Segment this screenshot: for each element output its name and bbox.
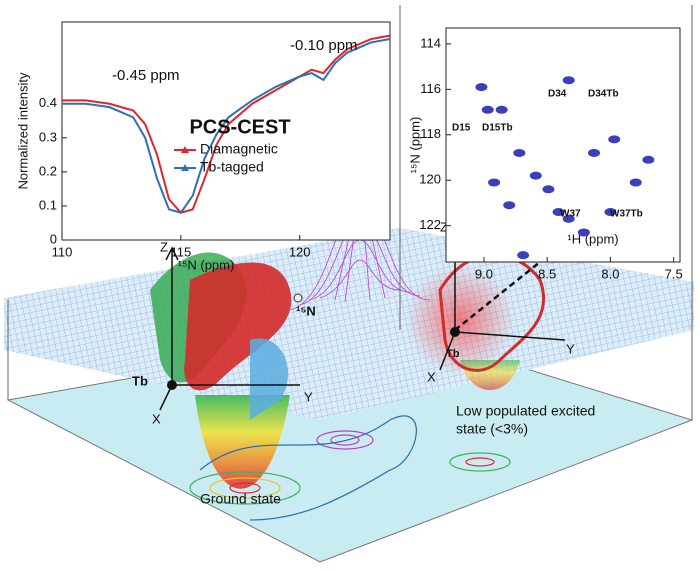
y-tick-label: 120 [419,172,441,187]
y-tick-label: 0 [50,231,57,246]
annotation: -0.45 ppm [112,67,180,84]
plot-frame [445,27,681,263]
peak [604,208,617,217]
nucleus-label: ¹⁵N [296,303,316,318]
y-tick-label: 0.3 [39,129,57,144]
protein-left [150,252,292,420]
excited-label: state (<3%) [456,421,528,437]
series-line [62,34,391,214]
peak [642,155,655,164]
x-tick-label: 120 [289,244,311,259]
contours [189,415,511,521]
peak [488,178,501,187]
y-tick-label: 122 [419,217,441,232]
chart-title: PCS-CEST [189,116,290,138]
tb-atom [450,327,460,337]
y-tick-label: 0.2 [39,163,57,178]
peak [542,185,555,194]
legend-label: Diamagnetic [200,141,278,157]
y-tick-label: 0.1 [39,197,57,212]
legend-label: Tb-tagged [200,159,264,175]
y-axis-title: ¹⁵N (ppm) [407,117,422,174]
peak [475,83,488,92]
peak [495,105,508,114]
x-tick-label: 9.0 [475,266,493,281]
peak [503,201,516,210]
peak-label: W37Tb [610,209,643,220]
ground-well [195,395,290,489]
peak [513,148,526,157]
peak [562,214,575,223]
x-tick-label: 8.5 [538,266,556,281]
y-axis-title: Normalized intensity [15,72,30,190]
annotation: -0.10 ppm [290,37,358,54]
peak [608,135,621,144]
peak [577,228,590,237]
tb-label: Tb [446,348,460,360]
legend-marker [181,146,189,153]
peak-label: D34 [548,89,567,100]
x-tick-label: 115 [170,244,191,259]
peak [562,76,575,85]
excited-label: Low populated excited [456,403,595,419]
x-axis-title: ¹H (ppm) [567,231,618,246]
peak-label: D15Tb [482,123,513,134]
tb-atom [167,380,177,390]
peak [552,208,565,217]
peak [529,171,542,180]
tb-label: Tb [132,373,148,388]
peak-label: D15 [452,123,471,134]
series-line [62,38,391,214]
x-tick-label: 7.5 [665,266,683,281]
peak-label: D34Tb [588,89,619,100]
axis-label: X [152,411,161,426]
axis-label: Y [566,341,575,356]
axis-label: Z [440,219,448,234]
axis-label: Y [304,389,313,404]
x-axis-title: ¹⁵N (ppm) [178,257,235,272]
peak [629,178,642,187]
peak [517,251,530,260]
y-tick-label: 0.4 [39,95,57,110]
legend-marker [181,164,189,171]
pcs-glow [405,265,515,375]
peak [481,105,494,114]
n-atom [293,293,303,303]
axis-label: X [427,369,436,384]
ground-label: Ground state [200,491,281,507]
peak-label: W37 [560,209,581,220]
axis-label: Z [160,239,168,254]
peak [587,148,600,157]
x-tick-label: 8.0 [601,266,619,281]
y-tick-label: 116 [420,81,441,96]
y-tick-label: 118 [420,126,441,141]
y-tick-label: 114 [420,35,441,50]
x-tick-label: 110 [52,244,73,259]
